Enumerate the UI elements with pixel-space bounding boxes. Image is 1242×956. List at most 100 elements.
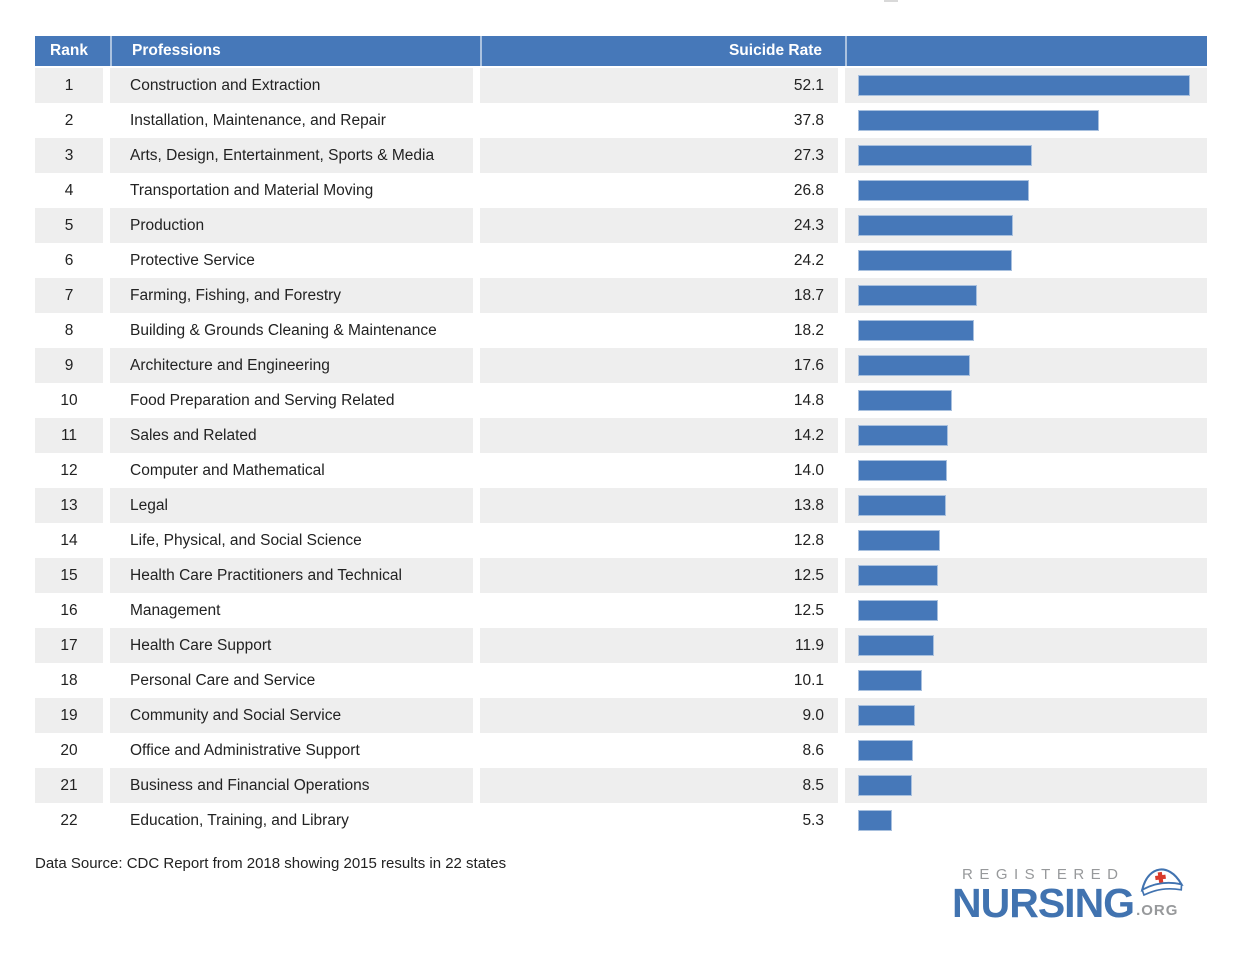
registerednursing-logo[interactable]: REGISTERED NURSING .ORG [952, 850, 1228, 934]
rate-bar [858, 495, 946, 516]
rate-bar [858, 530, 940, 551]
rate-value: 13.8 [793, 496, 824, 514]
table-row: 13 Legal 13.8 [35, 488, 1207, 523]
rank-value: 6 [64, 251, 74, 269]
rate-bar [858, 355, 971, 376]
profession-label: Farming, Fishing, and Forestry [130, 286, 342, 304]
rank-value: 11 [60, 426, 78, 444]
logo-registered-text: REGISTERED [962, 866, 1125, 883]
table-row: 6 Protective Service 24.2 [35, 243, 1207, 278]
rank-value: 14 [60, 531, 78, 549]
rank-value: 17 [60, 636, 78, 654]
rate-bar [858, 705, 916, 726]
chart-cell [845, 418, 1207, 453]
table-row: 18 Personal Care and Service 10.1 [35, 663, 1207, 698]
header-professions-label: Professions [132, 42, 221, 59]
rate-cell: 17.6 [480, 348, 838, 383]
rank-value: 12 [60, 461, 78, 479]
chart-cell [845, 768, 1207, 803]
rank-value: 2 [64, 111, 74, 129]
rank-cell: 22 [35, 803, 103, 838]
rate-value: 10.1 [793, 671, 824, 689]
rate-value: 17.6 [793, 356, 824, 374]
profession-label: Installation, Maintenance, and Repair [130, 111, 386, 129]
table-body: 1 Construction and Extraction 52.1 2 Ins… [35, 68, 1207, 838]
rank-cell: 8 [35, 313, 103, 348]
rate-bar [858, 145, 1032, 166]
rank-value: 8 [64, 321, 74, 339]
rank-value: 22 [60, 811, 78, 829]
rank-cell: 14 [35, 523, 103, 558]
rate-cell: 26.8 [480, 173, 838, 208]
profession-cell: Food Preparation and Serving Related [110, 383, 473, 418]
rank-value: 20 [60, 741, 78, 759]
rank-cell: 5 [35, 208, 103, 243]
table-row: 21 Business and Financial Operations 8.5 [35, 768, 1207, 803]
header-chart [845, 36, 1207, 66]
rank-cell: 12 [35, 453, 103, 488]
rate-bar [858, 810, 892, 831]
table-row: 7 Farming, Fishing, and Forestry 18.7 [35, 278, 1207, 313]
profession-cell: Health Care Support [110, 628, 473, 663]
profession-cell: Life, Physical, and Social Science [110, 523, 473, 558]
rate-bar [858, 285, 978, 306]
profession-label: Arts, Design, Entertainment, Sports & Me… [130, 146, 435, 164]
chart-cell [845, 453, 1207, 488]
profession-cell: Computer and Mathematical [110, 453, 473, 488]
profession-cell: Management [110, 593, 473, 628]
rate-cell: 24.3 [480, 208, 838, 243]
rate-bar [858, 565, 938, 586]
rate-cell: 12.5 [480, 558, 838, 593]
profession-cell: Production [110, 208, 473, 243]
rate-cell: 11.9 [480, 628, 838, 663]
profession-cell: Health Care Practitioners and Technical [110, 558, 473, 593]
chart-cell [845, 103, 1207, 138]
rate-bar [858, 250, 1013, 271]
table-row: 19 Community and Social Service 9.0 [35, 698, 1207, 733]
rank-value: 15 [60, 566, 78, 584]
rate-value: 14.0 [793, 461, 824, 479]
rank-value: 18 [60, 671, 78, 689]
rate-cell: 27.3 [480, 138, 838, 173]
rate-value: 12.5 [793, 601, 824, 619]
table-row: 12 Computer and Mathematical 14.0 [35, 453, 1207, 488]
rate-value: 24.2 [793, 251, 824, 269]
rate-cell: 8.6 [480, 733, 838, 768]
chart-cell [845, 173, 1207, 208]
profession-label: Life, Physical, and Social Science [130, 531, 362, 549]
rank-value: 10 [60, 391, 78, 409]
header-professions: Professions [110, 36, 473, 66]
rank-cell: 4 [35, 173, 103, 208]
rate-cell: 18.2 [480, 313, 838, 348]
chart-cell [845, 68, 1207, 103]
rate-value: 9.0 [802, 706, 824, 724]
rate-bar [858, 75, 1190, 96]
profession-cell: Sales and Related [110, 418, 473, 453]
chart-cell [845, 663, 1207, 698]
rate-value: 18.2 [793, 321, 824, 339]
profession-label: Construction and Extraction [130, 76, 321, 94]
profession-cell: Community and Social Service [110, 698, 473, 733]
rank-value: 1 [64, 76, 74, 94]
rate-bar [858, 775, 913, 796]
profession-cell: Education, Training, and Library [110, 803, 473, 838]
profession-label: Architecture and Engineering [130, 356, 330, 374]
rate-cell: 5.3 [480, 803, 838, 838]
chart-cell [845, 523, 1207, 558]
rank-cell: 3 [35, 138, 103, 173]
nurse-cap-icon [1140, 868, 1184, 897]
rate-cell: 10.1 [480, 663, 838, 698]
rate-value: 52.1 [793, 76, 824, 94]
table-row: 8 Building & Grounds Cleaning & Maintena… [35, 313, 1207, 348]
profession-label: Transportation and Material Moving [130, 181, 374, 199]
profession-label: Legal [130, 496, 168, 514]
rank-cell: 1 [35, 68, 103, 103]
rank-cell: 9 [35, 348, 103, 383]
rate-bar [858, 670, 923, 691]
profession-label: Business and Financial Operations [130, 776, 370, 794]
table-row: 14 Life, Physical, and Social Science 12… [35, 523, 1207, 558]
chart-cell [845, 138, 1207, 173]
table-row: 10 Food Preparation and Serving Related … [35, 383, 1207, 418]
logo-nursing-line: NURSING .ORG [952, 868, 1228, 924]
profession-label: Sales and Related [130, 426, 257, 444]
